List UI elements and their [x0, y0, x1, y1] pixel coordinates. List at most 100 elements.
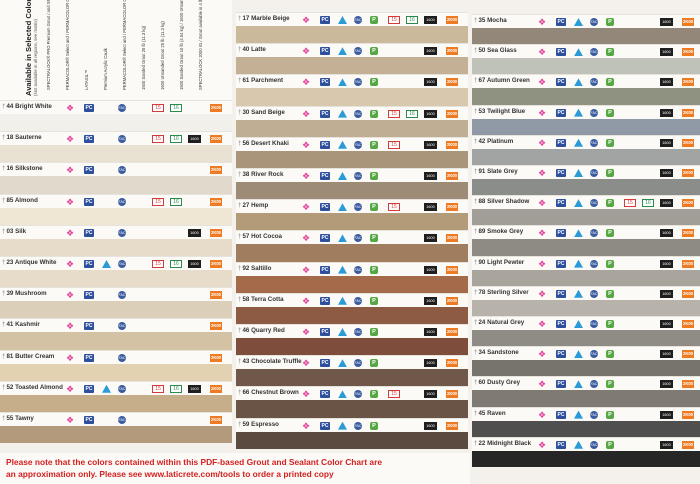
- latasil-icon: [574, 78, 583, 87]
- latasil-icon: [574, 169, 583, 177]
- color-row: †58 Terra Cotta ❖ PC FAC P 1600 2K00: [236, 292, 468, 324]
- color-name: †30 Sand Beige: [238, 108, 285, 116]
- permacolor-icon: P: [370, 390, 378, 399]
- color-title: Sauterne: [13, 134, 42, 142]
- pc-icon: PC: [84, 353, 94, 362]
- permacolor-icon: P: [606, 380, 614, 389]
- color-label-bar: †22 Midnight Black ❖ PC FAC P 1600 2K00: [472, 436, 700, 452]
- spectralock-2000-icon: 2K00: [682, 350, 694, 359]
- color-name: †41 Kashmir: [2, 321, 40, 329]
- spectralock-2000-icon: 2K00: [446, 109, 458, 118]
- spectralock-2000-icon: 2K00: [682, 410, 694, 419]
- color-approximation-notice: Please note that the colors contained wi…: [0, 453, 470, 484]
- latasil-icon: [102, 260, 111, 268]
- spectralock-icon: ❖: [66, 352, 75, 363]
- spectralock-icon: ❖: [302, 46, 311, 57]
- color-label-bar: †46 Quarry Red ❖ PC FAC P 1600 2K00: [236, 324, 468, 339]
- spectralock-icon: ❖: [302, 358, 311, 369]
- color-swatch: [0, 332, 232, 350]
- color-column-2: †17 Marble Beige ❖ PC FAC P 15 16 1600 2K00 †40 L…: [236, 0, 468, 484]
- sanded-grout-15-icon: 15: [388, 140, 400, 149]
- color-row: †50 Sea Glass ❖ PC FAC P 1600 2K00: [472, 44, 700, 75]
- color-row: †90 Light Pewter ❖ PC FAC P 1600 2K00: [472, 255, 700, 286]
- color-name: †67 Autumn Green: [474, 77, 530, 85]
- spectralock-2000-icon: 2K00: [682, 259, 694, 268]
- spectralock-2000-icon: 2K00: [682, 169, 694, 177]
- pc-icon: PC: [84, 291, 94, 300]
- color-swatch: [472, 209, 700, 226]
- permacolor-icon: P: [606, 78, 614, 87]
- permacolor-icon: P: [370, 234, 378, 243]
- color-row: †52 Toasted Almond ❖ PC FAC 15 16 1600 2K00: [0, 380, 232, 412]
- spectralock-2000-icon: 2K00: [446, 78, 458, 87]
- color-code: 27: [242, 202, 250, 210]
- color-label-bar: †52 Toasted Almond ❖ PC FAC 15 16 1600 2K00: [0, 380, 232, 396]
- color-row: †66 Chestnut Brown ❖ PC FAC P 15 1600 2K00: [236, 386, 468, 418]
- pc-icon: PC: [320, 203, 330, 212]
- color-code: 52: [6, 383, 14, 391]
- spectralock-icon: ❖: [66, 259, 75, 269]
- pc-icon: PC: [556, 380, 566, 389]
- color-row: †61 Parchment ❖ PC FAC P 1600 2K00: [236, 74, 468, 106]
- sanded-grout-15-icon: 15: [152, 260, 164, 268]
- unsanded-grout-16-icon: 16: [170, 135, 182, 144]
- unsanded-grout-16-icon: 16: [170, 197, 182, 206]
- color-title: Autumn Green: [485, 77, 530, 85]
- latacaulk-icon: FAC: [590, 48, 598, 57]
- latacaulk-icon: FAC: [118, 166, 126, 175]
- color-title: River Rock: [249, 171, 284, 178]
- color-title: Smoke Grey: [485, 228, 524, 236]
- color-swatch: [0, 176, 232, 194]
- color-row: †43 Chocolate Truffle ❖ PC FAC P 1600 2K00: [236, 355, 468, 387]
- spectralock-icon: ❖: [302, 233, 311, 244]
- latacaulk-icon: FAC: [118, 353, 126, 362]
- latasil-icon: [102, 384, 111, 393]
- color-name: †24 Natural Grey: [474, 319, 525, 326]
- color-title: Platinum: [485, 137, 514, 145]
- color-label-bar: †39 Mushroom ❖ PC FAC 2K00: [0, 287, 232, 303]
- latasil-icon: [574, 380, 583, 389]
- latacaulk-icon: FAC: [118, 416, 126, 424]
- pc-icon: PC: [320, 359, 330, 368]
- color-label-bar: †34 Sandstone ❖ PC FAC P 1600 2K00: [472, 346, 700, 362]
- latasil-icon: [574, 259, 583, 268]
- spectralock-2000-icon: 2K00: [446, 234, 458, 243]
- spectralock-icon: ❖: [66, 196, 75, 207]
- spectralock-icon: ❖: [66, 383, 75, 394]
- color-row: †18 Sauterne ❖ PC FAC 15 16 1600 2K00: [0, 131, 232, 163]
- spectralock-2000-icon: 2K00: [682, 78, 694, 87]
- latacaulk-icon: FAC: [590, 78, 598, 87]
- color-row: †46 Quarry Red ❖ PC FAC P 1600 2K00: [236, 324, 468, 356]
- permacolor-icon: P: [370, 109, 378, 118]
- color-column-3: †35 Mocha ❖ PC FAC P 1600 2K00 †50 Sea Glass ❖ PC…: [472, 0, 700, 484]
- color-label-bar: †66 Chestnut Brown ❖ PC FAC P 15 1600 2K00: [236, 386, 468, 402]
- latasil-icon: [338, 296, 347, 305]
- grout-1600-icon: 1600: [660, 380, 673, 389]
- grout-1600-icon: 1600: [424, 203, 437, 212]
- permacolor-icon: P: [606, 320, 614, 328]
- latacaulk-icon: FAC: [118, 384, 126, 393]
- color-row: †92 Saltillo ❖ PC FAC P 1600 2K00: [236, 261, 468, 293]
- color-name: †92 Saltillo: [238, 264, 272, 272]
- color-title: Kashmir: [13, 321, 40, 329]
- sanded-grout-15-icon: 15: [152, 135, 164, 144]
- spectralock-2000-icon: 2K00: [682, 108, 694, 117]
- pc-icon: PC: [84, 384, 94, 393]
- color-row: †85 Almond ❖ PC FAC 15 16 2K00: [0, 193, 232, 225]
- latasil-icon: [338, 47, 347, 56]
- pc-icon: PC: [84, 322, 94, 331]
- spectralock-2000-icon: 2K00: [446, 359, 458, 368]
- grout-1600-icon: 1600: [188, 228, 201, 237]
- grout-1600-icon: 1600: [660, 48, 673, 57]
- color-row: †35 Mocha ❖ PC FAC P 1600 2K00: [472, 14, 700, 45]
- latacaulk-icon: FAC: [590, 229, 598, 238]
- color-label-bar: †55 Tawny ❖ PC FAC 2K00: [0, 412, 232, 427]
- color-title: Almond: [13, 196, 38, 204]
- grout-1600-icon: 1600: [660, 229, 673, 238]
- color-title: Toasted Almond: [13, 383, 63, 391]
- spectralock-2000-icon: 2K00: [682, 18, 694, 26]
- color-code: 91: [478, 168, 486, 175]
- color-code: 88: [478, 198, 486, 206]
- color-name: †27 Hemp: [238, 202, 269, 210]
- latasil-icon: [574, 410, 583, 419]
